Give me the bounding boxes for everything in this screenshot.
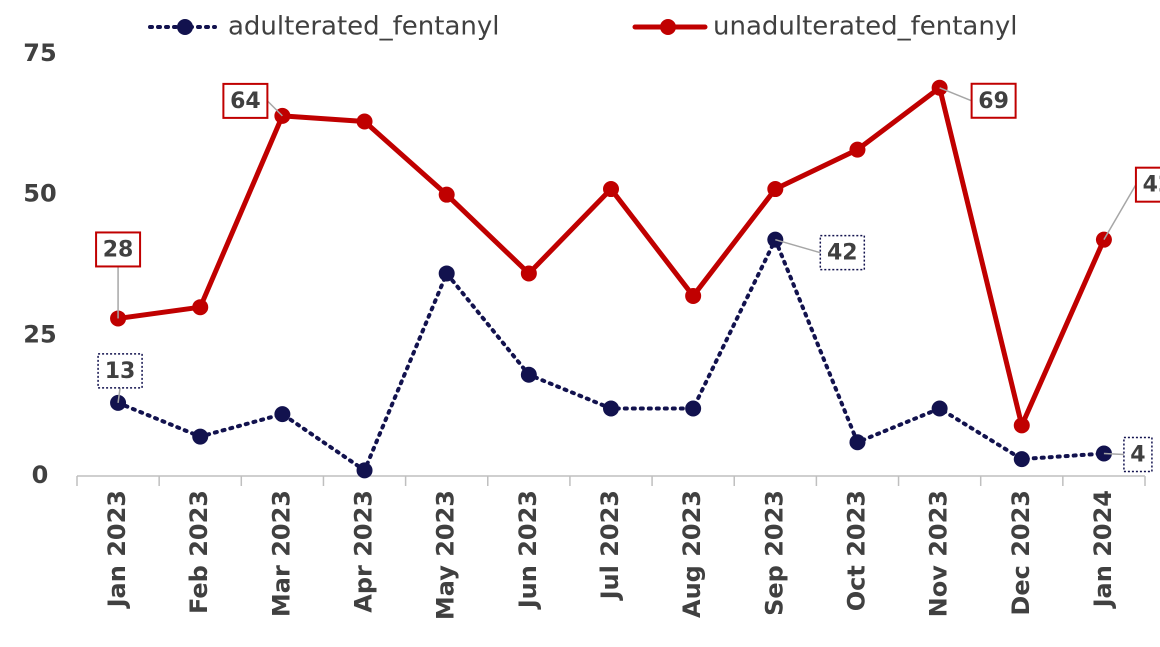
point — [849, 141, 866, 158]
data-label-box — [1134, 166, 1160, 203]
legend-marker — [177, 19, 193, 35]
x-tick-label: May 2023 — [432, 490, 460, 620]
x-tick-label: Aug 2023 — [678, 490, 706, 618]
leader-line — [266, 100, 283, 117]
y-tick-label: 75 — [23, 39, 56, 67]
data-label-box — [970, 82, 1017, 119]
series-line — [116, 237, 1106, 473]
x-tick-label: Jun 2023 — [514, 490, 542, 610]
point — [1013, 417, 1030, 434]
x-tick-label: Jan 2023 — [103, 490, 131, 609]
x-tick-label: Sep 2023 — [760, 490, 788, 616]
x-tick-label: Oct 2023 — [842, 490, 870, 611]
data-label-box — [819, 234, 866, 271]
legend-label: unadulterated_fentanyl — [713, 12, 1017, 42]
point — [192, 299, 209, 316]
series-line — [115, 85, 1107, 428]
data-label: 13 — [105, 359, 136, 384]
data-label: 4 — [1130, 442, 1145, 467]
data-label-box — [1123, 436, 1153, 473]
data-label: 42 — [827, 241, 858, 266]
x-tick-label: Jan 2024 — [1089, 490, 1117, 609]
y-tick-label: 25 — [23, 320, 56, 348]
point — [1013, 451, 1030, 468]
point — [685, 287, 702, 304]
point — [520, 265, 537, 282]
data-label: 64 — [230, 89, 261, 114]
x-tick-label: Jul 2023 — [596, 490, 624, 601]
point — [356, 462, 373, 479]
point — [438, 186, 455, 203]
point — [603, 181, 619, 198]
point — [520, 366, 537, 383]
point — [356, 113, 373, 130]
x-tick-label: Feb 2023 — [185, 490, 213, 614]
data-label-box — [222, 82, 269, 119]
data-label-box — [97, 353, 143, 389]
point — [603, 400, 619, 417]
point — [931, 400, 948, 417]
leader-line — [1103, 452, 1124, 456]
point — [438, 265, 455, 282]
data-label: 28 — [103, 237, 134, 262]
leader-line — [775, 238, 821, 254]
y-tick-label: 50 — [23, 180, 56, 208]
leader-line — [1103, 184, 1137, 241]
point — [274, 406, 291, 423]
data-label: 42 — [1143, 173, 1160, 198]
y-tick-label: 0 — [32, 461, 49, 489]
point — [192, 428, 209, 445]
data-label: 69 — [978, 89, 1009, 114]
point — [767, 181, 784, 198]
x-tick-label: Apr 2023 — [350, 490, 378, 613]
x-tick-label: Dec 2023 — [1007, 490, 1035, 616]
leader-line — [939, 87, 972, 102]
x-tick-label: Nov 2023 — [925, 490, 953, 617]
point — [685, 400, 702, 417]
x-tick-label: Mar 2023 — [267, 490, 295, 617]
leader-line — [117, 387, 121, 403]
point — [849, 434, 866, 451]
data-label-box — [95, 231, 142, 268]
legend-marker — [660, 19, 676, 35]
legend-label: adulterated_fentanyl — [228, 12, 500, 42]
